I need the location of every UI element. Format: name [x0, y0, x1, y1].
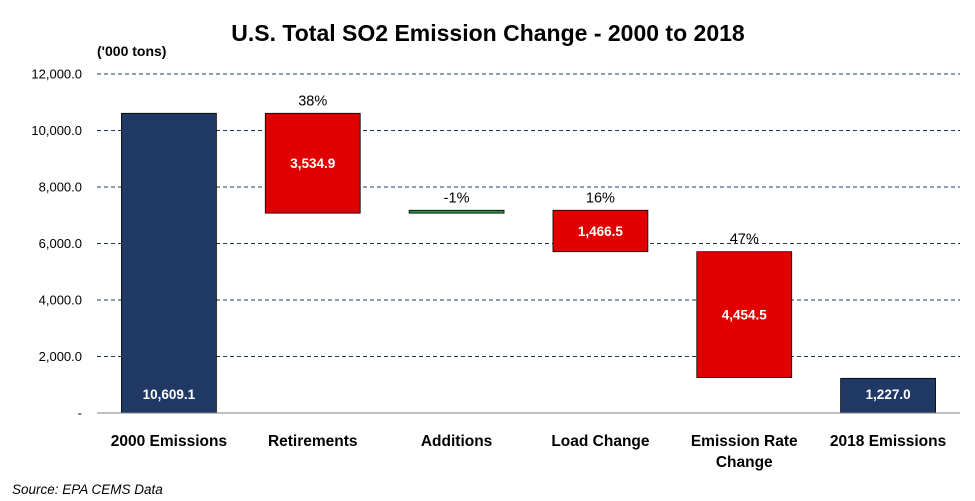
x-category-label-3-0: Load Change — [551, 433, 650, 450]
y-tick-label-1: 2,000.0 — [39, 349, 82, 364]
y-axis-ticks: - 2,000.0 4,000.0 6,000.0 8,000.0 10,000.0 12,… — [31, 67, 82, 421]
bar-value-label-5: 1,227.0 — [866, 387, 911, 402]
bar-4 — [696, 251, 793, 378]
bar-value-label-3: 1,466.5 — [578, 224, 624, 239]
y-tick-label-0: - — [78, 406, 82, 421]
x-category-label-1-0: Retirements — [268, 433, 358, 450]
chart-title: U.S. Total SO2 Emission Change - 2000 to… — [231, 20, 745, 46]
x-category-label-0-0: 2000 Emissions — [111, 433, 227, 450]
bar-0 — [121, 112, 217, 414]
y-tick-label-6: 12,000.0 — [31, 67, 82, 82]
y-tick-label-5: 10,000.0 — [31, 123, 82, 138]
gridlines — [97, 73, 960, 357]
y-tick-label-2: 4,000.0 — [39, 293, 82, 308]
bar-1 — [264, 112, 361, 214]
bar-value-label-4: 4,454.5 — [722, 308, 768, 323]
category-labels: 2000 Emissions Retirements Additions Load C… — [111, 433, 946, 471]
y-tick-label-4: 8,000.0 — [39, 180, 82, 195]
bar-value-label-1: 3,534.9 — [290, 156, 335, 171]
bar-percent-label-3: 16% — [586, 190, 615, 206]
bar-value-label-0: 10,609.1 — [143, 387, 196, 402]
bar-percent-label-1: 38% — [298, 93, 327, 109]
x-category-label-4-0: Emission Rate — [691, 433, 798, 450]
y-tick-label-3: 6,000.0 — [39, 236, 82, 251]
x-category-label-4-1: Change — [716, 454, 773, 471]
x-category-label-5-0: 2018 Emissions — [830, 433, 946, 450]
bar-5 — [840, 377, 936, 414]
source-note: Source: EPA CEMS Data — [12, 482, 163, 497]
unit-label: ('000 tons) — [97, 43, 166, 59]
bar-3 — [552, 209, 649, 253]
x-category-label-2-0: Additions — [421, 433, 492, 450]
bars: 10,609.1 3,534.9 38% -1% 1,466.5 16% 4,454.5 47… — [121, 93, 936, 414]
bar-percent-label-2: -1% — [444, 190, 470, 206]
bar-percent-label-4: 47% — [730, 232, 759, 248]
bar-2 — [408, 209, 505, 214]
